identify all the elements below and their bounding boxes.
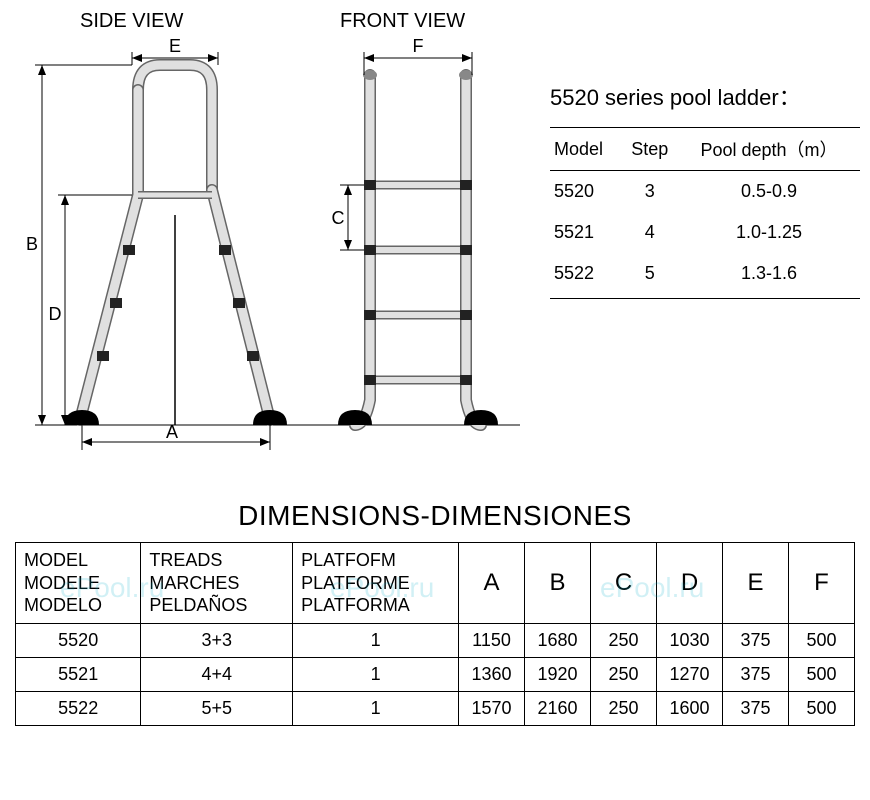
spec-cell: 1.3-1.6 — [678, 253, 860, 299]
dim-cell: 375 — [723, 691, 789, 725]
spec-cell: 5 — [622, 253, 678, 299]
dim-header-letter: A — [459, 543, 525, 624]
dim-cell: 3+3 — [141, 623, 293, 657]
svg-text:E: E — [169, 36, 181, 56]
spec-cell: 5521 — [550, 212, 622, 253]
spec-cell: 0.5-0.9 — [678, 171, 860, 213]
dim-cell: 5520 — [16, 623, 141, 657]
spec-cell: 5522 — [550, 253, 622, 299]
dim-cell: 1360 — [459, 657, 525, 691]
spec-cell: 5520 — [550, 171, 622, 213]
spec-header: Step — [622, 128, 678, 171]
dim-cell: 500 — [789, 657, 855, 691]
dim-cell: 1270 — [657, 657, 723, 691]
dim-cell: 1 — [293, 623, 459, 657]
side-view-drawing: A E B D — [26, 36, 287, 450]
dim-header-letter: B — [525, 543, 591, 624]
dim-cell: 2160 — [525, 691, 591, 725]
svg-text:C: C — [332, 208, 345, 228]
dim-header-multi: PLATFOFMPLATFORMEPLATFORMA — [293, 543, 459, 624]
dim-header-letter: C — [591, 543, 657, 624]
dim-header-letter: F — [789, 543, 855, 624]
dim-cell: 5+5 — [141, 691, 293, 725]
ladder-diagram-svg: A E B D — [10, 30, 520, 450]
dim-cell: 5521 — [16, 657, 141, 691]
spec-cell: 3 — [622, 171, 678, 213]
dim-cell: 1570 — [459, 691, 525, 725]
dim-cell: 375 — [723, 623, 789, 657]
dim-cell: 1920 — [525, 657, 591, 691]
dimensions-table: MODELMODELEMODELOTREADSMARCHESPELDAÑOSPL… — [15, 542, 855, 726]
dim-cell: 250 — [591, 657, 657, 691]
dim-cell: 1 — [293, 691, 459, 725]
spec-header: Pool depth（m） — [678, 128, 860, 171]
svg-text:A: A — [166, 422, 178, 442]
front-view-drawing: F C — [332, 36, 499, 425]
spec-header: Model — [550, 128, 622, 171]
dim-cell: 4+4 — [141, 657, 293, 691]
dim-cell: 5522 — [16, 691, 141, 725]
dim-cell: 1030 — [657, 623, 723, 657]
svg-text:B: B — [26, 234, 38, 254]
dim-cell: 250 — [591, 623, 657, 657]
dim-cell: 1 — [293, 657, 459, 691]
dim-header-multi: TREADSMARCHESPELDAÑOS — [141, 543, 293, 624]
spec-cell: 1.0-1.25 — [678, 212, 860, 253]
dim-cell: 1600 — [657, 691, 723, 725]
spec-table-wrap: 5520 series pool ladder： Model Step Pool… — [550, 10, 860, 460]
dim-header-letter: E — [723, 543, 789, 624]
svg-text:D: D — [49, 304, 62, 324]
dim-cell: 375 — [723, 657, 789, 691]
diagram-area: SIDE VIEW FRONT VIEW — [10, 10, 520, 450]
dim-cell: 1680 — [525, 623, 591, 657]
dim-header-multi: MODELMODELEMODELO — [16, 543, 141, 624]
dim-cell: 500 — [789, 623, 855, 657]
spec-cell: 4 — [622, 212, 678, 253]
spec-title: 5520 series pool ladder： — [550, 80, 860, 112]
dim-header-letter: D — [657, 543, 723, 624]
svg-text:F: F — [413, 36, 424, 56]
dim-cell: 250 — [591, 691, 657, 725]
spec-table: Model Step Pool depth（m） 552030.5-0.9 552… — [550, 127, 860, 299]
dimensions-title: DIMENSIONS-DIMENSIONES — [10, 500, 860, 532]
dim-cell: 1150 — [459, 623, 525, 657]
dim-cell: 500 — [789, 691, 855, 725]
